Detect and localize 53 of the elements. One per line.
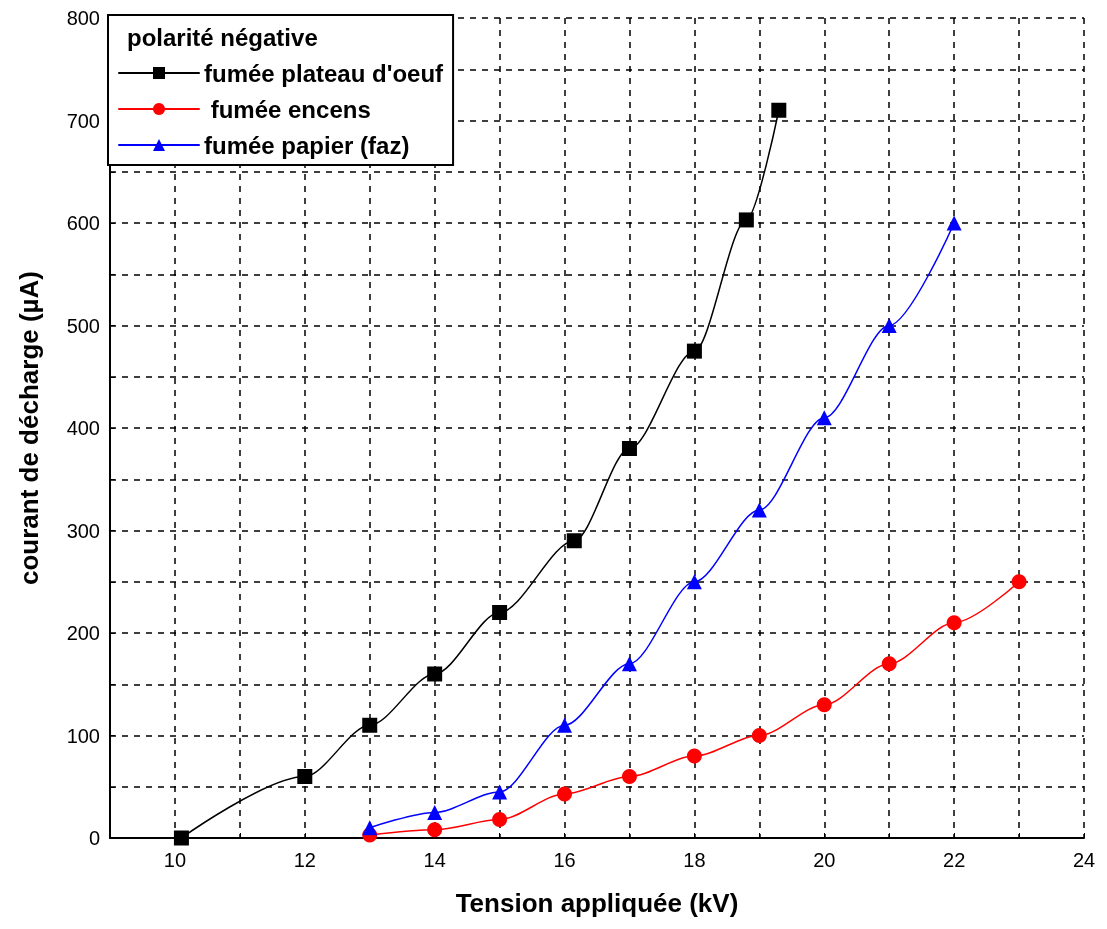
point	[816, 697, 832, 713]
y-tick-label: 500	[66, 314, 100, 337]
y-tick-label: 200	[66, 622, 100, 644]
x-tick-label: 12	[293, 849, 316, 871]
point	[738, 212, 754, 228]
point	[362, 820, 378, 836]
point	[557, 786, 573, 802]
x-tick-label: 16	[553, 849, 576, 871]
y-tick-label: 700	[66, 109, 100, 132]
point	[427, 804, 443, 820]
point	[621, 441, 637, 456]
point	[751, 728, 767, 743]
x-axis-title: Tension appliquée (kV)	[455, 888, 739, 918]
y-tick-label: 300	[66, 519, 100, 542]
legend-label: fumée plateau d'oeuf	[204, 59, 445, 87]
point	[621, 769, 637, 784]
x-tick-label: 14	[423, 849, 446, 871]
point	[771, 102, 787, 118]
y-axis-title: courant de décharge (µA)	[14, 270, 44, 586]
point	[427, 666, 443, 682]
point	[751, 502, 767, 518]
point	[566, 533, 582, 549]
point	[362, 717, 378, 733]
y-tick-label: 100	[66, 724, 100, 747]
point	[686, 574, 702, 590]
legend-label: fumée encens	[204, 95, 371, 123]
point	[686, 748, 702, 764]
x-tick-label: 20	[813, 849, 836, 871]
point	[173, 830, 189, 846]
y-tick-label: 0	[88, 827, 100, 849]
point	[686, 343, 702, 359]
point	[557, 717, 573, 733]
y-tick-label: 800	[66, 7, 100, 29]
point	[297, 769, 313, 784]
point	[881, 656, 897, 672]
point	[946, 215, 962, 231]
point	[881, 318, 897, 333]
legend-title: polarité négative	[127, 23, 318, 51]
x-tick-label: 10	[163, 849, 187, 871]
point	[492, 812, 508, 828]
point	[492, 784, 508, 800]
x-tick-label: 18	[683, 849, 706, 871]
point	[427, 822, 443, 838]
point	[816, 410, 832, 426]
point	[492, 605, 508, 620]
point	[621, 656, 637, 672]
point	[1011, 574, 1027, 590]
point	[946, 615, 962, 631]
x-tick-label: 24	[1072, 849, 1096, 871]
x-tick-label: 22	[943, 849, 966, 871]
y-tick-label: 400	[66, 417, 100, 439]
y-tick-label: 600	[66, 212, 100, 234]
legend-label: fumée papier (faz)	[204, 131, 410, 159]
